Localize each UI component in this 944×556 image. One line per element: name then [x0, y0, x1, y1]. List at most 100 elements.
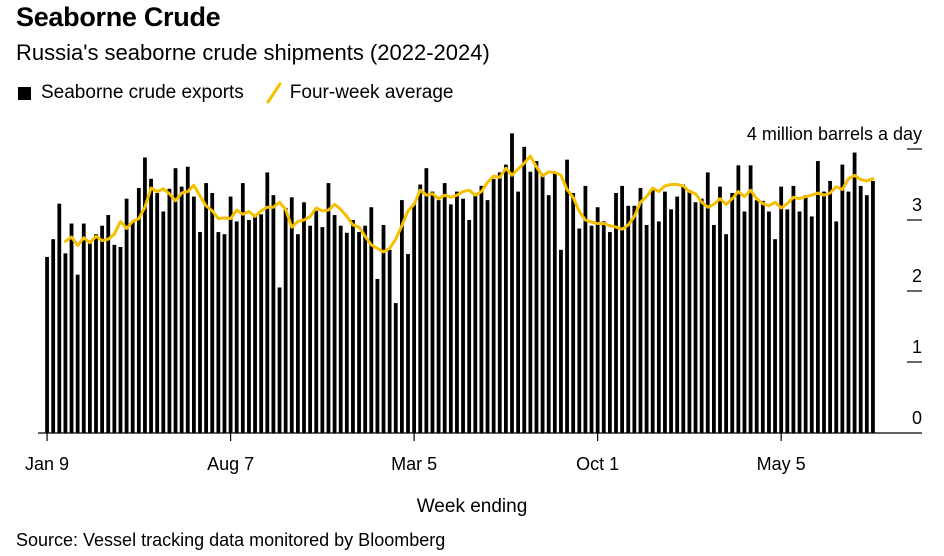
bar-week-33	[247, 220, 251, 433]
bar-week-113	[736, 165, 741, 433]
bar-week-44	[314, 210, 319, 433]
bar-week-68	[461, 198, 465, 433]
bar-week-131	[846, 191, 851, 433]
bar-week-40	[289, 197, 294, 433]
bar-week-70	[473, 195, 478, 433]
bar-week-19	[161, 211, 166, 433]
bar-week-98	[644, 224, 649, 433]
bar-week-3	[63, 253, 68, 433]
bar-week-45	[320, 227, 325, 433]
bar-week-23	[185, 166, 190, 433]
bar-week-36	[265, 172, 270, 433]
bar-week-46	[326, 183, 331, 433]
bar-week-119	[773, 239, 777, 433]
bar-week-38	[277, 287, 282, 433]
four-week-average-line	[63, 154, 875, 254]
bar-week-16	[143, 157, 147, 433]
bar-week-49	[344, 232, 349, 433]
bar-week-5	[75, 274, 80, 433]
bar-week-63	[430, 191, 435, 433]
bar-week-13	[124, 198, 129, 433]
bar-week-48	[338, 225, 343, 433]
bar-week-110	[718, 186, 722, 433]
bar-week-83	[552, 172, 557, 433]
bar-week-61	[418, 184, 423, 433]
bar-week-104	[681, 184, 686, 433]
bar-week-6	[81, 223, 86, 433]
bar-week-76	[510, 133, 514, 433]
bar-week-56	[387, 249, 392, 433]
bar-week-127	[822, 191, 826, 433]
bar-week-95	[626, 205, 631, 433]
bar-week-28	[216, 232, 221, 433]
bar-week-69	[467, 220, 472, 433]
bar-week-93	[614, 193, 618, 433]
bar-week-64	[436, 200, 441, 433]
bar-week-34	[253, 215, 257, 433]
y-tick-label: 2	[912, 266, 922, 286]
bar-week-72	[485, 200, 490, 433]
bar-week-134	[864, 195, 869, 433]
bar-week-22	[179, 186, 184, 433]
bar-week-50	[351, 220, 355, 433]
bar-week-82	[546, 195, 551, 433]
x-tick-label: Aug 7	[207, 454, 254, 474]
bar-week-30	[228, 196, 233, 433]
bar-week-29	[222, 234, 227, 433]
bar-week-39	[283, 207, 288, 433]
bar-week-17	[149, 178, 153, 433]
bar-week-37	[271, 195, 276, 433]
bar-week-133	[858, 185, 863, 433]
bar-week-20	[167, 188, 172, 433]
bar-week-27	[210, 193, 215, 433]
bar-week-81	[540, 175, 545, 433]
bar-week-42	[302, 202, 306, 433]
x-tick-label: Oct 1	[576, 454, 619, 474]
bar-week-125	[809, 216, 814, 433]
bar-week-10	[106, 215, 111, 433]
bar-week-57	[393, 303, 398, 433]
bar-week-75	[503, 164, 508, 433]
chart-subtitle: Russia's seaborne crude shipments (2022-…	[16, 40, 490, 65]
bar-week-67	[455, 191, 459, 433]
bar-week-71	[479, 185, 484, 433]
bar-week-97	[638, 188, 643, 433]
bar-week-84	[559, 249, 563, 433]
legend-bar-label: Seaborne crude exports	[41, 82, 244, 103]
x-axis-title: Week ending	[417, 496, 528, 517]
bar-week-123	[797, 211, 802, 433]
bar-week-65	[442, 183, 447, 433]
bar-week-4	[69, 223, 74, 433]
bar-week-103	[675, 196, 680, 433]
legend: Seaborne crude exports Four-week average	[18, 82, 454, 104]
bar-week-11	[112, 244, 117, 433]
bar-week-51	[357, 232, 361, 433]
legend-bar-swatch-icon	[18, 86, 31, 100]
bar-week-8	[94, 234, 98, 433]
bar-week-2	[57, 203, 62, 433]
chart-title: Seaborne Crude	[16, 2, 221, 32]
bar-week-135	[871, 180, 875, 433]
bar-week-15	[136, 188, 141, 433]
bar-week-80	[534, 161, 539, 433]
bar-week-111	[724, 234, 729, 433]
bar-week-109	[711, 224, 716, 433]
bar-week-31	[234, 221, 239, 433]
bar-week-55	[381, 224, 386, 433]
bar-week-24	[191, 196, 196, 433]
bar-week-78	[522, 146, 527, 433]
bar-week-7	[87, 242, 92, 433]
x-tick-label: Jan 9	[25, 454, 69, 474]
y-tick-label: 1	[912, 337, 922, 357]
bar-week-107	[699, 198, 704, 433]
bar-week-41	[295, 234, 300, 433]
bar-week-14	[130, 222, 135, 433]
bar-week-62	[424, 168, 429, 434]
bar-week-35	[259, 214, 264, 433]
bar-week-12	[118, 246, 123, 433]
bar-week-126	[815, 161, 820, 433]
bar-week-73	[491, 178, 496, 433]
bar-week-54	[375, 278, 380, 433]
bar-week-92	[607, 232, 612, 433]
bar-week-21	[173, 168, 178, 434]
